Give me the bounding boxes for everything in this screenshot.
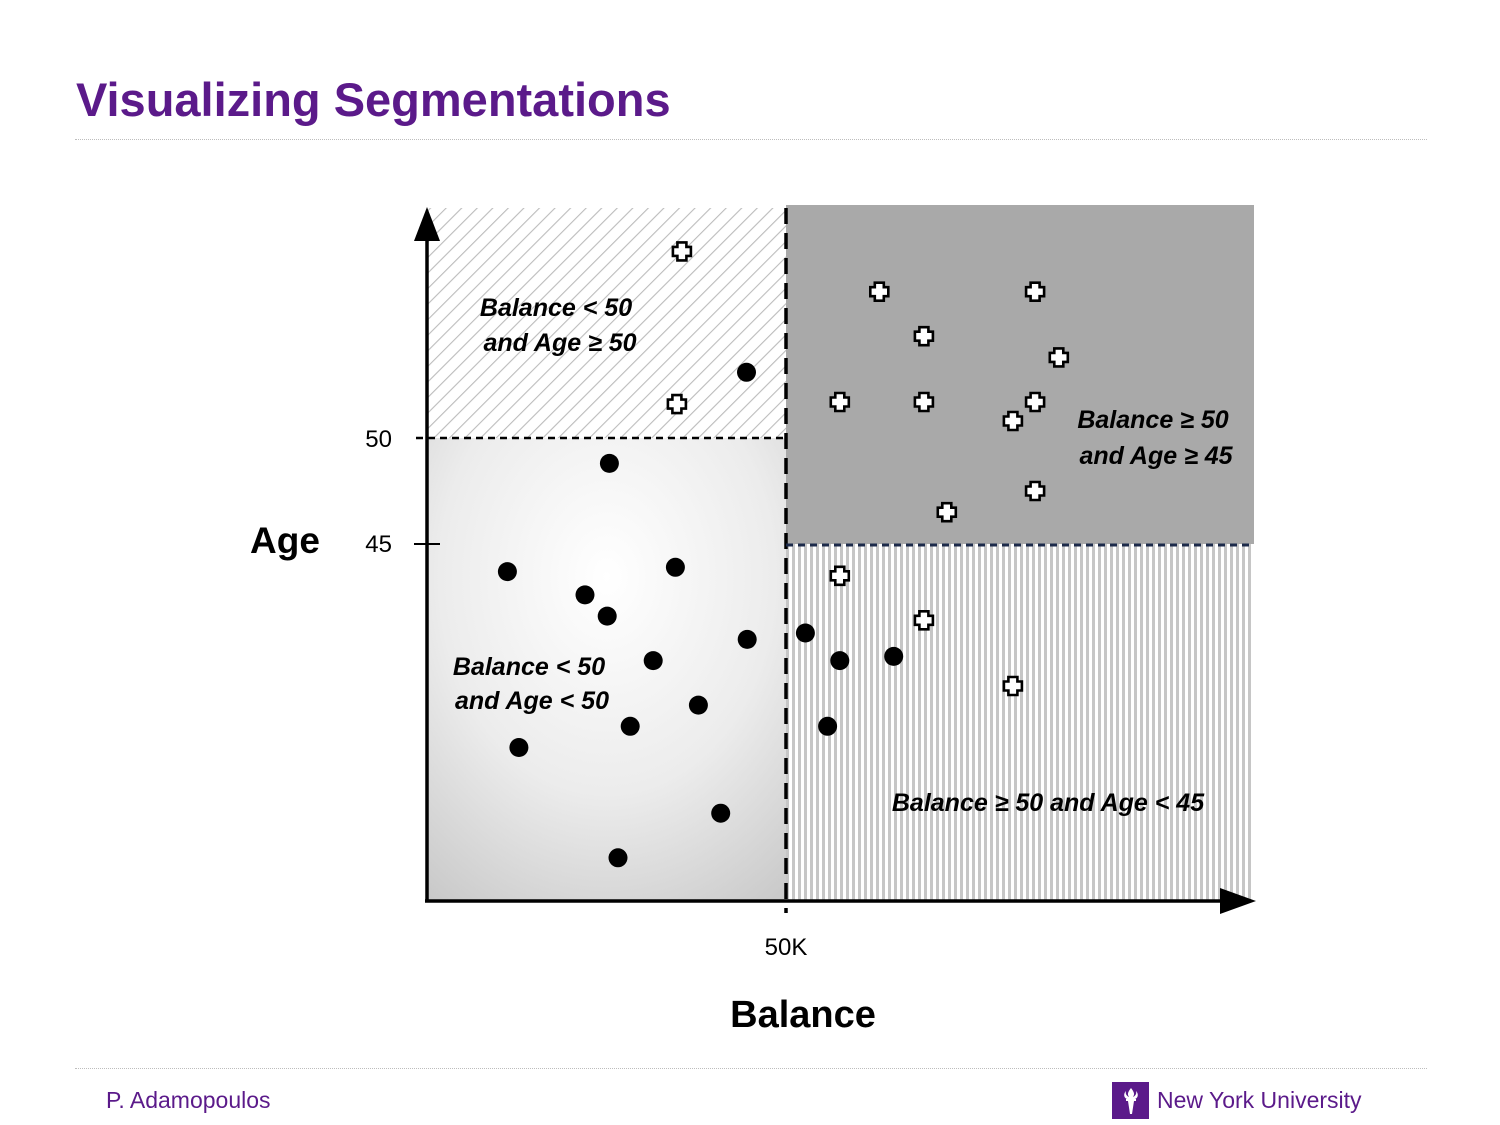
dot-point bbox=[643, 651, 663, 671]
dot-point bbox=[830, 651, 850, 671]
dot-point bbox=[597, 606, 617, 626]
dot-point bbox=[509, 738, 529, 757]
plus-point bbox=[1024, 391, 1046, 413]
x-axis-arrow-icon bbox=[1220, 888, 1256, 914]
plus-point bbox=[1024, 480, 1046, 502]
region-high-balance-low-age bbox=[786, 544, 1254, 901]
region-high-balance-high-age bbox=[786, 205, 1254, 544]
region-label-high-balance-high-age-line1: Balance ≥ 50 bbox=[1077, 406, 1228, 434]
y-axis-title: Age bbox=[250, 520, 320, 561]
dot-point bbox=[688, 695, 708, 715]
region-label-low-balance-high-age-line2: and Age ≥ 50 bbox=[483, 329, 636, 357]
data-points bbox=[497, 241, 1070, 868]
region-label-low-balance-low-age-line2: and Age < 50 bbox=[455, 687, 609, 715]
footer-divider bbox=[75, 1068, 1427, 1069]
plus-point bbox=[936, 501, 958, 523]
title-divider bbox=[75, 139, 1427, 140]
plus-point bbox=[868, 281, 890, 303]
dot-point bbox=[795, 623, 815, 643]
footer-author: P. Adamopoulos bbox=[106, 1087, 271, 1113]
plus-point bbox=[829, 565, 851, 587]
slide-title: Visualizing Segmentations bbox=[76, 73, 671, 126]
region-label-low-balance-high-age-line1: Balance < 50 bbox=[480, 294, 632, 322]
region-label-low-balance-low-age-line1: Balance < 50 bbox=[453, 653, 605, 681]
region-label-high-balance-high-age-line2: and Age ≥ 45 bbox=[1079, 442, 1233, 470]
footer-university-name: New York University bbox=[1157, 1087, 1362, 1113]
dot-point bbox=[608, 848, 628, 868]
dot-point bbox=[620, 716, 640, 736]
dot-point bbox=[818, 716, 838, 736]
plus-point bbox=[1002, 675, 1024, 697]
dot-point bbox=[737, 629, 757, 649]
dot-point bbox=[497, 562, 517, 582]
footer-university: New York University bbox=[1112, 1082, 1362, 1119]
plus-point bbox=[1024, 281, 1046, 303]
region-label-high-balance-low-age: Balance ≥ 50 and Age < 45 bbox=[892, 789, 1205, 817]
dot-point bbox=[737, 362, 756, 382]
plus-point bbox=[1002, 410, 1024, 432]
nyu-torch-logo-icon bbox=[1112, 1082, 1149, 1119]
plus-point bbox=[671, 241, 693, 262]
x-tick-label-50k: 50K bbox=[765, 934, 808, 961]
x-axis-title: Balance bbox=[730, 994, 876, 1036]
dot-point bbox=[884, 646, 904, 666]
y-axis-arrow-icon bbox=[414, 207, 440, 241]
plus-point bbox=[666, 393, 688, 415]
plus-point bbox=[913, 325, 935, 347]
region-low-balance-low-age bbox=[428, 438, 786, 901]
region-low-balance-high-age bbox=[428, 208, 786, 438]
dot-point bbox=[575, 585, 595, 605]
plus-point bbox=[829, 391, 851, 413]
plus-point bbox=[1048, 347, 1070, 368]
dot-point bbox=[711, 803, 731, 823]
plus-point bbox=[913, 391, 935, 413]
dot-point bbox=[665, 557, 685, 577]
y-tick-label-45: 45 bbox=[365, 531, 392, 558]
plus-point bbox=[913, 609, 935, 631]
dot-point bbox=[599, 453, 619, 473]
y-tick-label-50: 50 bbox=[365, 426, 392, 453]
